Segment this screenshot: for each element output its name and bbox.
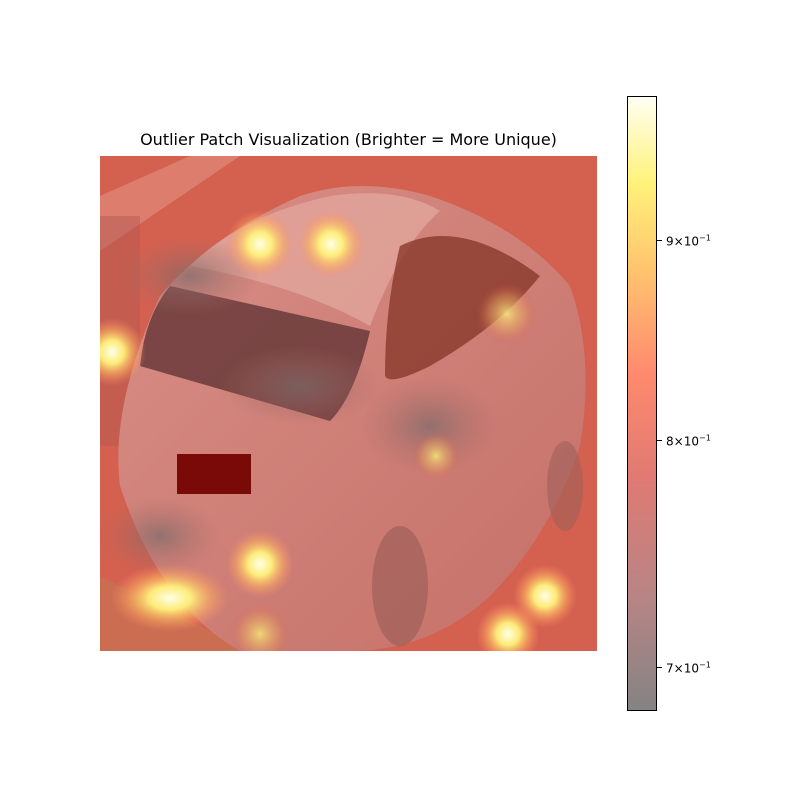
- colorbar-tick: [657, 667, 662, 668]
- colorbar-tick-label: 9×10−1: [666, 233, 711, 249]
- colorbar: [627, 96, 657, 711]
- colorbar-tick: [657, 440, 662, 441]
- colorbar-tick: [657, 240, 662, 241]
- heatmap-image: [100, 156, 597, 651]
- colorbar-tick-label: 8×10−1: [666, 433, 711, 449]
- colorbar-tick-label: 7×10−1: [666, 660, 711, 676]
- figure-title: Outlier Patch Visualization (Brighter = …: [140, 130, 557, 149]
